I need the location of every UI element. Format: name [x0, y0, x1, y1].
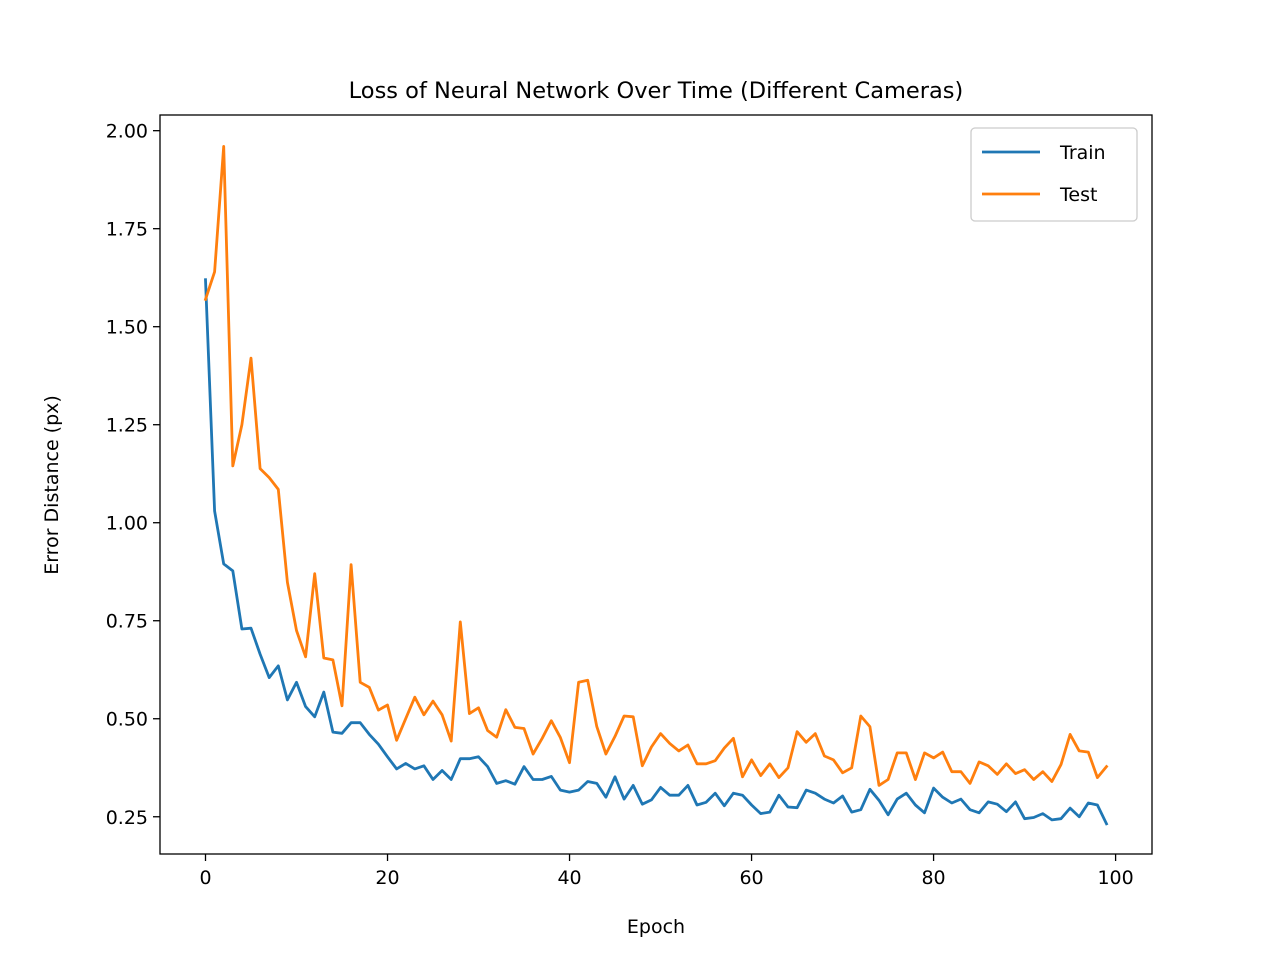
y-tick-label: 2.00 — [106, 121, 148, 143]
y-tick-label: 1.75 — [106, 219, 148, 241]
x-axis-label: Epoch — [627, 916, 685, 938]
plot-frame — [159, 114, 1153, 855]
x-tick-label: 0 — [199, 867, 211, 889]
y-tick-label: 0.25 — [106, 807, 148, 829]
y-tick-label: 0.50 — [106, 709, 148, 731]
legend-label-test: Test — [1059, 184, 1097, 206]
y-tick-label: 0.75 — [106, 611, 148, 633]
plot-area — [159, 114, 1153, 855]
x-tick-label: 80 — [921, 867, 945, 889]
legend-box — [970, 127, 1138, 222]
y-axis: 0.25 0.50 0.75 1.00 1.25 1.50 1.75 2.00 — [106, 121, 160, 829]
y-tick-label: 1.25 — [106, 415, 148, 437]
y-tick-label: 1.50 — [106, 317, 148, 339]
y-axis-label: Error Distance (px) — [41, 395, 63, 575]
series-line-test — [203, 144, 1109, 787]
x-tick-label: 20 — [375, 867, 399, 889]
x-tick-label: 60 — [739, 867, 763, 889]
x-tick-label: 40 — [557, 867, 581, 889]
x-tick-label: 100 — [1097, 867, 1133, 889]
series-line-train — [204, 278, 1109, 826]
chart-title: Loss of Neural Network Over Time (Differ… — [349, 78, 964, 104]
legend-label-train: Train — [1059, 142, 1106, 164]
series-layer — [203, 144, 1109, 826]
x-axis: 0 20 40 60 80 100 — [199, 854, 1134, 889]
y-tick-label: 1.00 — [106, 513, 148, 535]
legend: Train Test — [970, 127, 1138, 222]
